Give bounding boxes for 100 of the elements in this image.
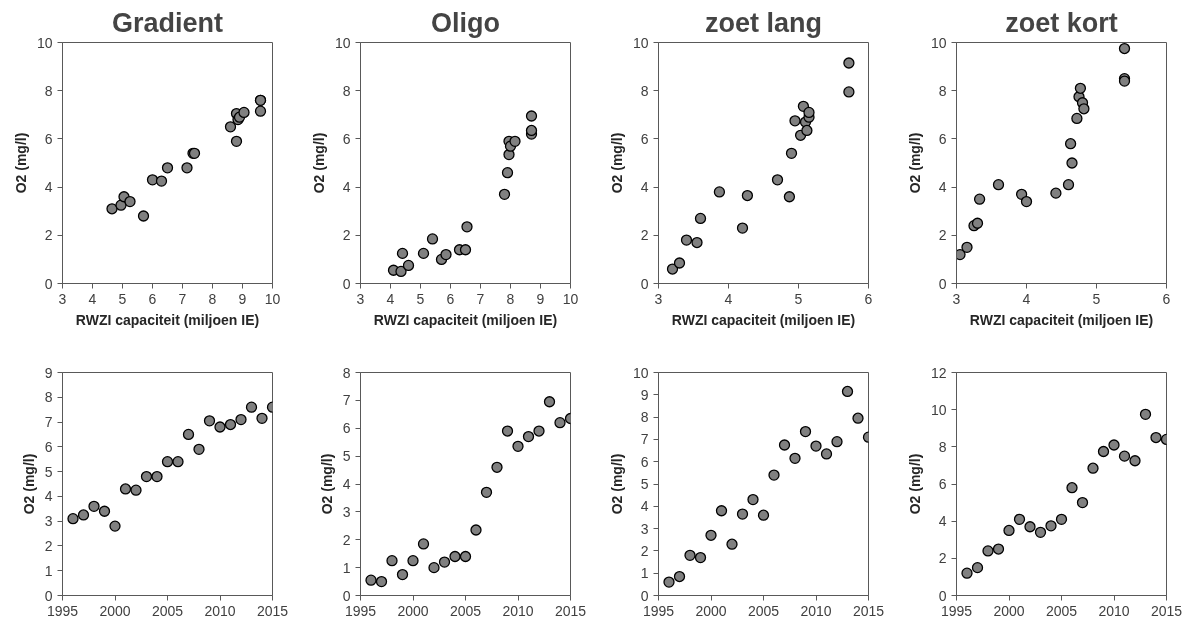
y-tick-label: 7 (44, 414, 53, 431)
x-tick-label: 1995 (46, 602, 79, 618)
x-tick-label: 2010 (800, 602, 832, 618)
x-tick-label: 2010 (204, 602, 236, 618)
y-tick-label: 2 (938, 227, 947, 244)
y-axis-title: O2 (mg/l) (20, 453, 37, 515)
x-tick-label: 5 (794, 290, 803, 307)
y-tick-label: 9 (640, 386, 649, 403)
y-tick-label: 5 (342, 448, 351, 465)
y-tick-label: 2 (44, 227, 53, 244)
x-tick-label: 2010 (502, 602, 534, 618)
y-axis-title: O2 (mg/l) (318, 453, 335, 515)
y-tick-label: 2 (938, 550, 947, 567)
x-tick-label: 10 (562, 290, 579, 307)
x-tick-label: 6 (864, 290, 873, 307)
y-tick-label: 1 (44, 562, 53, 579)
x-tick-label: 2015 (256, 602, 289, 618)
y-axis-title: O2 (mg/l) (310, 132, 327, 194)
y-tick-label: 8 (342, 364, 351, 381)
x-axis-title: RWZI capaciteit (miljoen IE) (75, 311, 260, 328)
y-tick-label: 10 (36, 34, 53, 51)
y-tick-label: 6 (342, 420, 351, 437)
x-tick-label: 6 (1162, 290, 1171, 307)
x-tick-label: 9 (536, 290, 545, 307)
x-tick-label: 10 (264, 290, 281, 307)
y-tick-label: 10 (930, 34, 947, 51)
x-axis-title: RWZI capaciteit (miljoen IE) (969, 311, 1154, 328)
y-tick-label: 2 (342, 227, 351, 244)
y-tick-label: 4 (44, 179, 53, 196)
x-tick-label: 1995 (344, 602, 377, 618)
y-tick-label: 10 (632, 364, 649, 381)
y-tick-label: 3 (44, 513, 53, 530)
y-tick-label: 8 (44, 389, 53, 406)
x-tick-label: 1995 (642, 602, 675, 618)
y-tick-label: 3 (342, 503, 351, 520)
y-tick-label: 0 (938, 275, 947, 292)
y-tick-label: 7 (342, 392, 351, 409)
y-tick-label: 4 (342, 179, 351, 196)
y-tick-label: 8 (44, 82, 53, 99)
y-tick-label: 0 (342, 587, 351, 604)
y-tick-label: 0 (44, 587, 53, 604)
x-tick-label: 6 (446, 290, 455, 307)
y-tick-label: 6 (342, 130, 351, 147)
y-axis-title: O2 (mg/l) (608, 132, 625, 194)
y-tick-label: 7 (640, 431, 649, 448)
x-axis-title: RWZI capaciteit (miljoen IE) (671, 311, 856, 328)
y-tick-label: 1 (640, 565, 649, 582)
x-tick-label: 4 (88, 290, 97, 307)
y-axis-title: O2 (mg/l) (608, 453, 625, 515)
y-tick-label: 6 (44, 130, 53, 147)
x-tick-label: 3 (356, 290, 365, 307)
y-tick-label: 3 (640, 520, 649, 537)
x-tick-label: 6 (148, 290, 157, 307)
y-tick-label: 0 (342, 275, 351, 292)
x-tick-label: 5 (1092, 290, 1101, 307)
x-tick-label: 2010 (1098, 602, 1130, 618)
y-axis-title: O2 (mg/l) (906, 453, 923, 515)
y-tick-label: 6 (640, 130, 649, 147)
y-tick-label: 10 (632, 34, 649, 51)
x-tick-label: 7 (178, 290, 187, 307)
y-tick-label: 8 (938, 438, 947, 455)
x-tick-label: 2000 (993, 602, 1025, 618)
y-tick-label: 6 (938, 476, 947, 492)
x-tick-label: 2000 (397, 602, 429, 618)
x-tick-label: 2000 (695, 602, 727, 618)
y-tick-label: 8 (342, 82, 351, 99)
x-tick-label: 5 (416, 290, 425, 307)
y-tick-label: 4 (640, 498, 649, 515)
y-tick-label: 10 (334, 34, 351, 51)
x-axis-title: RWZI capaciteit (miljoen IE) (373, 311, 558, 328)
x-tick-label: 2000 (99, 602, 131, 618)
y-tick-label: 2 (640, 227, 649, 244)
x-tick-label: 7 (476, 290, 485, 307)
x-tick-label: 8 (208, 290, 217, 307)
y-tick-label: 0 (640, 587, 649, 604)
y-tick-label: 2 (342, 531, 351, 548)
chart-title: zoet lang (705, 7, 823, 38)
x-tick-label: 2005 (151, 602, 184, 618)
y-tick-label: 0 (938, 587, 947, 604)
x-tick-label: 2005 (1045, 602, 1078, 618)
y-tick-label: 1 (342, 559, 351, 576)
x-tick-label: 2015 (1150, 602, 1183, 618)
y-tick-label: 4 (938, 513, 947, 530)
y-tick-label: 9 (44, 364, 53, 381)
x-tick-label: 3 (58, 290, 67, 307)
y-tick-label: 5 (44, 463, 53, 480)
y-tick-label: 5 (640, 476, 649, 492)
y-axis-title: O2 (mg/l) (12, 132, 29, 194)
y-tick-label: 6 (640, 453, 649, 470)
y-tick-label: 6 (938, 130, 947, 147)
y-tick-label: 10 (930, 401, 947, 418)
y-tick-label: 0 (640, 275, 649, 292)
y-tick-label: 2 (640, 542, 649, 559)
y-tick-label: 4 (342, 476, 351, 492)
x-tick-label: 3 (952, 290, 961, 307)
x-tick-label: 5 (118, 290, 127, 307)
x-tick-label: 8 (506, 290, 515, 307)
x-tick-label: 3 (654, 290, 663, 307)
y-axis-title: O2 (mg/l) (906, 132, 923, 194)
chart-title: Oligo (431, 7, 501, 38)
